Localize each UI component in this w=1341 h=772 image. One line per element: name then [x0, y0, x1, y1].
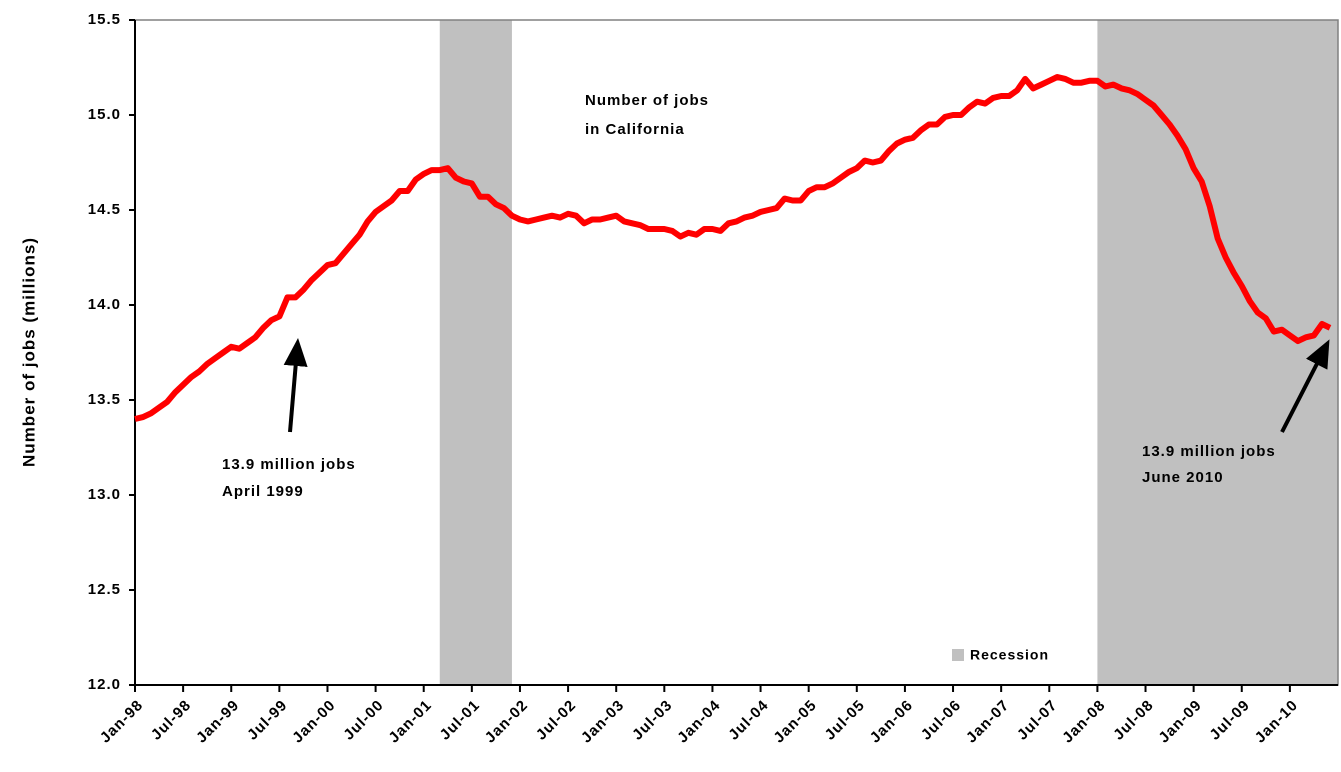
data-line [134, 74, 1332, 422]
y-tick-label: 13.5 [88, 391, 121, 408]
x-tick-label: Jul-02 [533, 697, 580, 744]
annotation: April 1999 [222, 483, 304, 500]
legend-label: Recession [970, 647, 1049, 663]
x-tick-label: Jul-98 [148, 697, 195, 744]
x-tick-label: Jan-00 [289, 697, 339, 747]
arrow [283, 338, 308, 433]
x-tick-label: Jul-99 [244, 697, 291, 744]
x-tick-label: Jan-10 [1252, 697, 1302, 747]
x-tick-label: Jul-08 [1110, 697, 1157, 744]
x-tick-label: Jul-06 [918, 697, 965, 744]
x-tick-label: Jan-99 [193, 697, 243, 747]
x-tick-label: Jan-03 [578, 697, 628, 747]
y-tick-label: 12.5 [88, 581, 121, 598]
annotation: 13.9 million jobs [1142, 443, 1276, 460]
x-tick-label: Jan-04 [674, 697, 724, 747]
x-tick-label: Jul-01 [437, 697, 484, 744]
x-tick-label: Jan-02 [482, 697, 532, 747]
x-tick-label: Jul-03 [629, 697, 676, 744]
arrow [1280, 339, 1330, 433]
x-tick-label: Jan-01 [385, 697, 435, 747]
y-tick-label: 12.0 [88, 676, 121, 693]
y-tick-label: 15.0 [88, 106, 121, 123]
x-tick-label: Jul-05 [822, 697, 869, 744]
annotation: Number of jobs [585, 92, 709, 109]
x-tick-label: Jul-04 [725, 697, 772, 744]
x-tick-label: Jan-08 [1059, 697, 1109, 747]
x-tick-label: Jul-09 [1206, 697, 1253, 744]
y-tick-label: 14.0 [88, 296, 121, 313]
x-tick-label: Jan-98 [97, 697, 147, 747]
y-tick-label: 15.5 [88, 11, 121, 28]
recession-band [439, 20, 512, 685]
x-tick-label: Jan-05 [770, 697, 820, 747]
annotation: June 2010 [1142, 469, 1224, 486]
x-tick-label: Jan-07 [963, 697, 1013, 747]
recession-layer [439, 20, 1338, 685]
y-tick-label: 14.5 [88, 201, 121, 218]
annotation: 13.9 million jobs [222, 456, 356, 473]
y-axis-title: Number of jobs (millions) [19, 237, 38, 467]
x-tick-label: Jul-00 [340, 697, 387, 744]
x-tick-label: Jan-09 [1155, 697, 1205, 747]
legend-swatch [952, 649, 964, 661]
y-tick-label: 13.0 [88, 486, 121, 503]
x-tick-label: Jan-06 [867, 697, 917, 747]
annotation: in California [585, 121, 685, 138]
x-tick-label: Jul-07 [1014, 697, 1061, 744]
recession-band [1097, 20, 1338, 685]
